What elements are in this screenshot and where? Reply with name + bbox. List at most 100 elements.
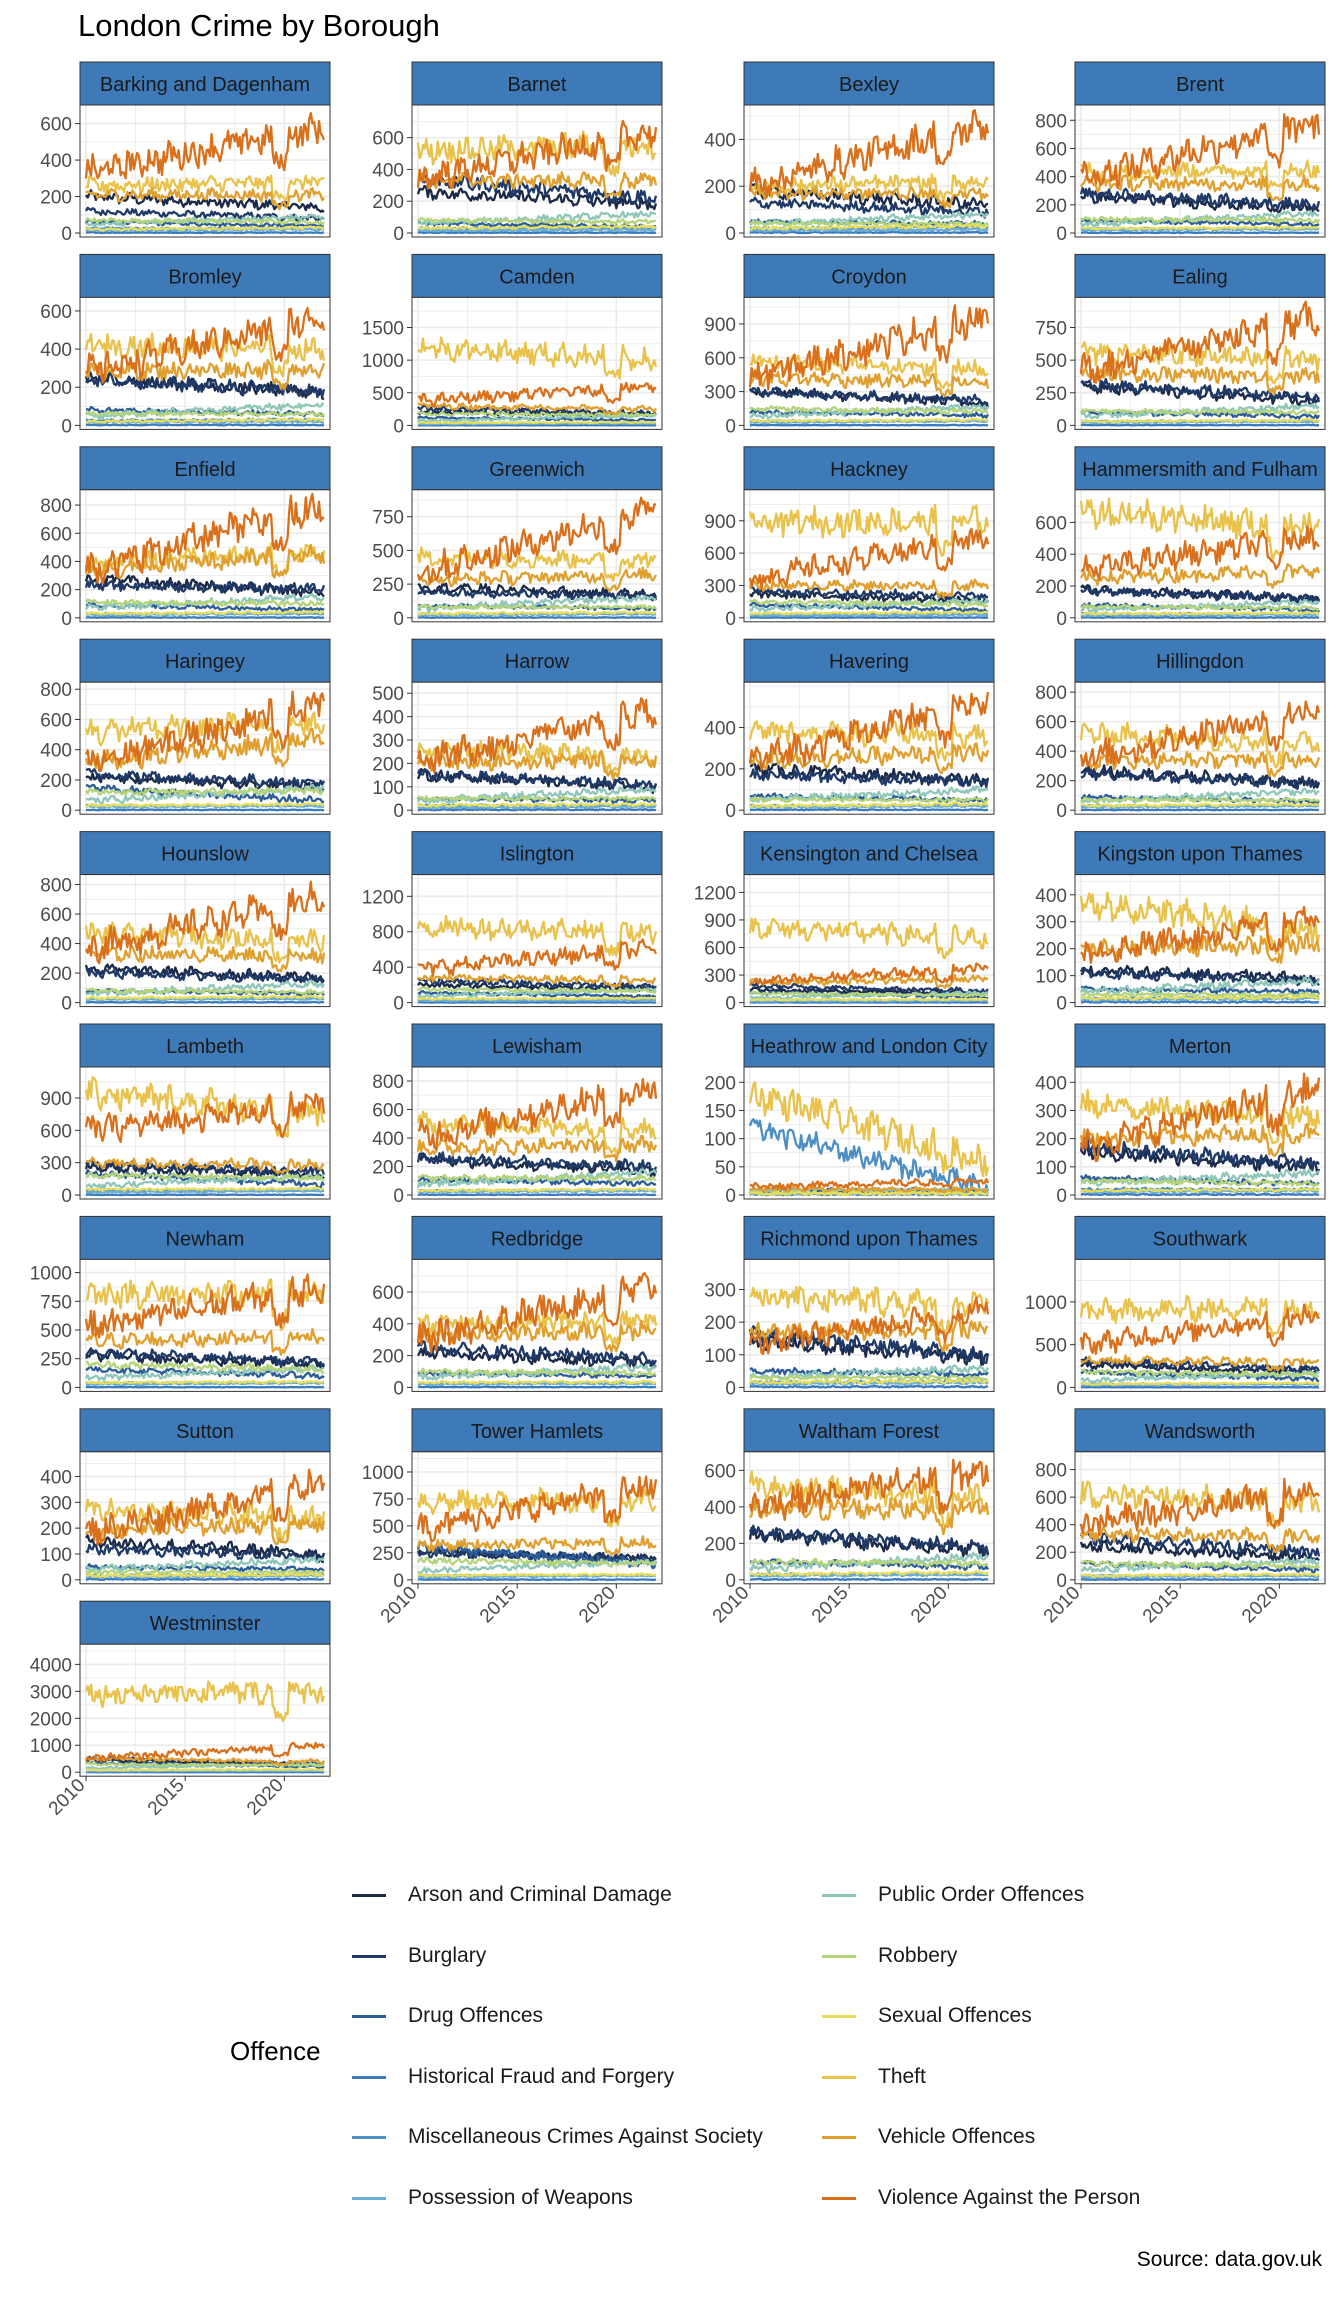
y-tick-label: 200 [1035,772,1067,793]
series-line-theft [417,336,658,380]
panel-border [79,1066,331,1200]
x-tick-label: 2010 [1040,1582,1085,1627]
y-tick-label: 0 [1056,994,1067,1015]
series-line-public-order-offences [749,990,989,1001]
panel-sutton: Sutton 0 100 200 300 400 [40,1408,331,1592]
y-tick-label: 1000 [362,351,404,372]
y-tick-label: 0 [725,994,736,1015]
series-line-violence-against-the-person [748,304,990,391]
legend-label: Historical Fraud and Forgery [408,2065,675,2088]
series-line-historical-fraud-and-forgery [85,808,324,812]
y-tick-label: 0 [61,416,72,437]
y-tick-label: 500 [1035,351,1067,372]
panel-border [1074,489,1326,623]
panel-kingston-upon-thames: Kingston upon Thames 0 100 200 300 400 [1035,831,1326,1015]
y-tick-label: 400 [40,340,72,361]
y-tick-label: 300 [40,1493,72,1514]
strip-label-hackney: Hackney [830,459,908,481]
series-line-sexual-offences [417,1572,656,1578]
series-line-sexual-offences [749,417,989,423]
panel-border [743,489,995,623]
series-line-violence-against-the-person [748,527,990,590]
series-line-robbery [1080,796,1320,803]
y-tick-label: 750 [1035,319,1067,340]
y-tick-label: 600 [40,302,72,323]
y-tick-label: 250 [372,575,404,596]
series-line-vehicle-offences [1080,1354,1320,1372]
series-line-violence-against-the-person [85,306,326,384]
strip-label-barnet: Barnet [508,74,567,96]
series-line-robbery [417,1173,657,1183]
panel-border [1074,296,1326,430]
series-line-theft [416,914,658,957]
series-line-sexual-offences [749,610,989,616]
panel-border [1074,104,1326,238]
legend-item-arson-and-criminal-damage: Arson and Criminal Damage [352,1880,672,1910]
y-tick-label: 200 [704,1073,736,1094]
legend-item-burglary: Burglary [352,1941,486,1971]
series-line-sexual-offences [1080,1381,1320,1386]
series-line-public-order-offences [417,413,657,423]
panel-border [79,1643,331,1777]
series-line-burglary [748,1524,990,1557]
y-tick-label: 400 [40,741,72,762]
series-line-vehicle-offences [1079,1526,1321,1554]
strip-label-bexley: Bexley [839,74,899,96]
y-tick-label: 0 [61,609,72,630]
series-line-violence-against-the-person [748,1296,990,1356]
strip-label-lambeth: Lambeth [166,1036,244,1058]
series-line-arson-and-criminal-damage [748,1335,989,1366]
series-line-public-order-offences [416,1168,658,1189]
strip-brent [1074,61,1326,106]
strip-label-bromley: Bromley [168,266,241,288]
y-tick-label: 0 [1056,801,1067,822]
y-tick-label: 200 [1035,196,1067,217]
series-line-burglary [1079,966,1320,987]
y-tick-label: 500 [372,684,404,705]
series-line-drug-offences [85,1365,325,1380]
panel-border [1074,681,1326,815]
legend-swatch [822,2135,856,2139]
panel-hounslow: Hounslow 0 200 400 600 800 [40,831,331,1015]
y-tick-label: 250 [372,1544,404,1565]
series-line-vehicle-offences [749,185,989,209]
series-line-robbery [85,786,325,797]
y-tick-label: 200 [704,1313,736,1334]
legend-item-public-order-offences: Public Order Offences [822,1880,1084,1910]
series-line-sexual-offences [749,1190,989,1197]
strip-ealing [1074,253,1326,298]
series-line-historical-fraud-and-forgery [85,1193,325,1197]
series-line-violence-against-the-person [1079,113,1321,189]
source-caption: Source: data.gov.uk [1136,2248,1322,2271]
series-line-sexual-offences [749,1570,989,1577]
series-line-historical-fraud-and-forgery [1080,231,1320,235]
panel-hillingdon: Hillingdon 0 200 400 600 800 [1035,638,1326,822]
series-line-violence-against-the-person [85,880,326,965]
panel-kensington-and-chelsea: Kensington and Chelsea 0 300 600 900 1200 [694,831,995,1015]
series-line-possession-of-weapons [85,1381,325,1387]
panel-tower-hamlets: Tower Hamlets 0 250 500 750 1000 2010 2015 2020 [362,1408,663,1627]
series-line-violence-against-the-person [84,492,325,585]
panel-westminster: Westminster 0 1000 2000 3000 4000 2010 2015 2020 [30,1600,331,1820]
y-tick-label: 3000 [30,1682,72,1703]
series-line-sexual-offences [85,1186,325,1193]
y-tick-label: 0 [61,994,72,1015]
y-tick-label: 200 [40,771,72,792]
series-line-robbery [749,796,989,804]
y-tick-label: 800 [372,1072,404,1093]
y-tick-label: 0 [1056,1186,1067,1207]
panel-merton: Merton 0 100 200 300 400 [1035,1023,1326,1207]
y-tick-label: 0 [1056,224,1067,245]
series-line-theft [1079,497,1321,561]
panel-havering: Havering 0 200 400 [704,638,995,822]
series-line-sexual-offences [1080,994,1320,1002]
x-tick-label: 2020 [575,1582,620,1627]
y-tick-label: 300 [1035,913,1067,934]
series-line-vehicle-offences [84,359,326,391]
series-line-burglary [1080,585,1321,605]
y-tick-label: 0 [393,1378,404,1399]
y-tick-label: 600 [372,1283,404,1304]
y-tick-label: 800 [1035,683,1067,704]
y-tick-label: 0 [393,416,404,437]
